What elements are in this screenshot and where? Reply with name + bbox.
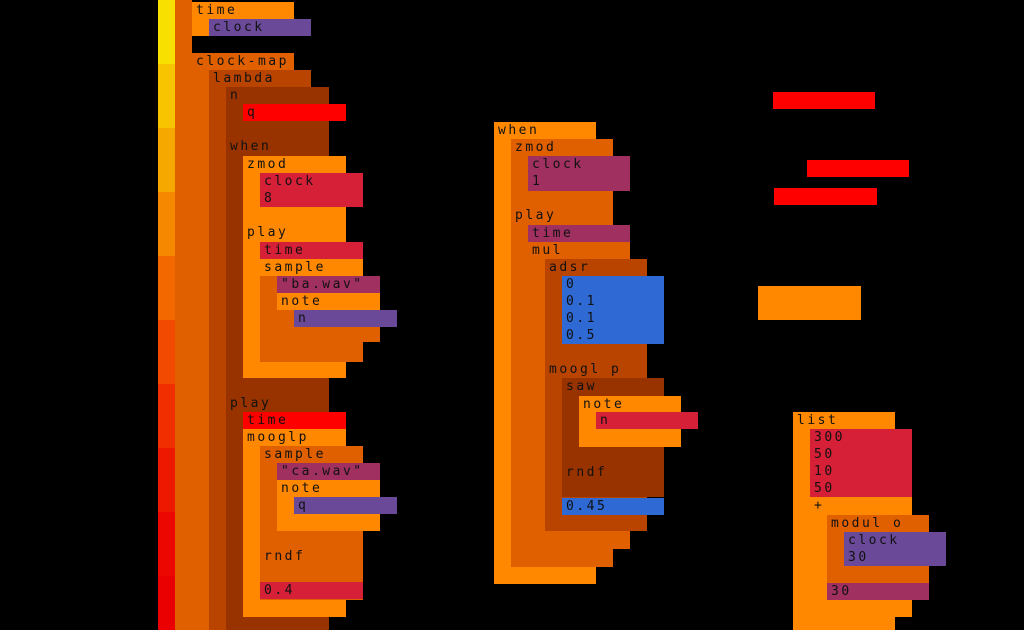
sample-file-atom[interactable] [277,463,380,480]
tempo-spine-segment [158,576,175,630]
adsr-value: 0.5 [566,328,597,343]
note-arg-atom[interactable] [596,412,698,429]
note-keyword: note [583,397,625,412]
note-arg-atom[interactable] [294,310,397,327]
param-q: q [247,105,258,120]
list-item: 300 [814,430,845,445]
zmod-divisor: 8 [264,191,275,206]
floating-block[interactable] [774,188,877,205]
rndf-keyword: rndf [264,549,306,564]
plus-value-atom[interactable] [827,583,929,600]
zmod-clock: clock [532,157,584,172]
list-item: 50 [814,481,835,496]
when-keyword: when [498,123,540,138]
play-time: time [247,413,289,428]
param-n: n [230,88,241,103]
sample-file-atom[interactable] [277,276,380,293]
saw-keyword: saw [566,379,597,394]
modulo-divisor: 30 [848,550,869,565]
play-time-atom[interactable] [528,225,630,242]
adsr-value: 0 [566,277,577,292]
sample-keyword: sample [264,260,326,275]
floating-block[interactable] [758,286,861,320]
note-block[interactable] [277,293,380,310]
note-arg: n [600,413,611,428]
rndf-value-atom[interactable] [562,498,664,515]
zmod-divisor: 1 [532,174,543,189]
modulo-args-atom[interactable] [844,532,946,566]
rndf-value-atom[interactable] [260,582,363,599]
moogl-keyword: mooglp [247,430,309,445]
mul-keyword: mul [532,243,563,258]
sample-keyword: sample [264,447,326,462]
play-time-atom[interactable] [260,242,363,259]
zmod-keyword: zmod [247,157,289,172]
play-keyword: play [247,225,289,240]
zmod-args[interactable] [528,156,630,191]
note-arg-atom[interactable] [294,497,397,514]
list-keyword: list [797,413,839,428]
note-keyword: note [281,481,323,496]
tempo-spine-segment [158,256,175,320]
tempo-spine-segment [158,448,175,512]
moogl-keyword: moogl p [549,362,622,377]
modulo-keyword: modul o [831,516,904,531]
param-q-atom[interactable] [243,104,346,121]
list-item: 10 [814,464,835,479]
play-time-atom[interactable] [243,412,346,429]
note-keyword: note [281,294,323,309]
floating-block[interactable] [773,92,875,109]
tempo-spine-segment [158,384,175,448]
rndf-value: 0.4 [264,583,295,598]
tempo-spine-segment [158,192,175,256]
rndf-keyword: rndf [566,465,608,480]
time-keyword: time [196,3,238,18]
clock-map-keyword: clock-map [196,54,289,69]
zmod-clock: clock [264,174,316,189]
adsr-value: 0.1 [566,294,597,309]
play-keyword: play [515,208,557,223]
lambda-keyword: lambda [213,71,275,86]
play-keyword: play [230,396,272,411]
plus-keyword: + [814,498,825,513]
adsr-values-atom[interactable] [562,276,664,344]
floating-block[interactable] [807,160,909,177]
play-time: time [264,243,306,258]
tempo-spine-segment [158,64,175,128]
note-arg: n [298,311,309,326]
sample-file: "ba.wav" [281,277,364,292]
expr-column-outer [175,0,192,630]
clock-atom[interactable] [209,19,311,36]
sample-block[interactable] [260,259,363,276]
tempo-spine-segment [158,512,175,576]
zmod-keyword: zmod [515,140,557,155]
rndf-value: 0.45 [566,499,608,514]
when-keyword: when [230,139,272,154]
plus-value: 30 [831,584,852,599]
list-item: 50 [814,447,835,462]
list-items-atom[interactable] [810,429,912,497]
adsr-keyword: adsr [549,260,591,275]
tempo-spine-segment [158,128,175,192]
tempo-spine-segment [158,0,175,64]
modulo-clock: clock [848,533,900,548]
sample-file: "ca.wav" [281,464,364,479]
play-time: time [532,226,574,241]
zmod-args[interactable] [260,173,363,207]
note-arg: q [298,498,309,513]
adsr-value: 0.1 [566,311,597,326]
clock-label: clock [213,20,265,35]
tempo-spine-segment [158,320,175,384]
